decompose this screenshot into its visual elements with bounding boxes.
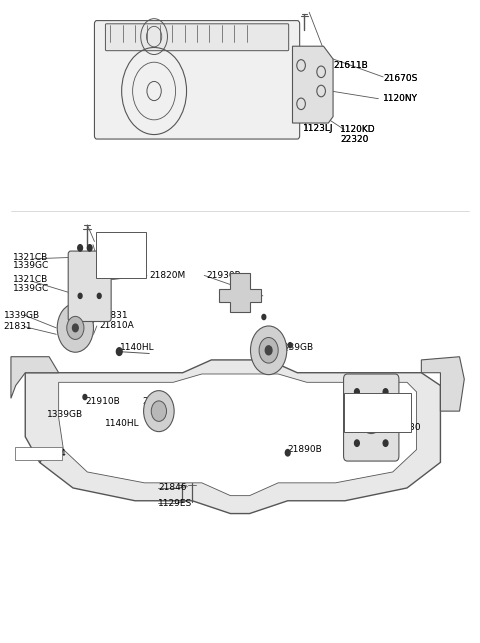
Text: 1339GB: 1339GB — [278, 343, 314, 352]
Circle shape — [251, 326, 287, 375]
Text: 21846: 21846 — [158, 484, 186, 493]
Polygon shape — [25, 360, 441, 514]
Polygon shape — [218, 273, 262, 312]
Polygon shape — [421, 357, 464, 411]
Circle shape — [288, 343, 292, 348]
Text: 1339GB: 1339GB — [4, 311, 40, 320]
Text: 21821E: 21821E — [99, 267, 133, 276]
FancyBboxPatch shape — [106, 24, 288, 51]
Circle shape — [116, 348, 122, 356]
Circle shape — [97, 293, 101, 298]
Text: 21820M: 21820M — [149, 271, 186, 280]
Text: 21611B: 21611B — [333, 61, 368, 70]
Circle shape — [87, 245, 92, 251]
Text: REF.: REF. — [17, 449, 37, 458]
Text: 21831: 21831 — [142, 397, 171, 406]
Circle shape — [262, 314, 266, 320]
Text: 21810A: 21810A — [99, 322, 134, 331]
Text: 21910B: 21910B — [85, 397, 120, 406]
Text: 21930R: 21930R — [206, 271, 241, 280]
Text: 60-624: 60-624 — [35, 449, 67, 458]
FancyBboxPatch shape — [344, 394, 411, 431]
Text: 21831: 21831 — [99, 311, 128, 320]
Text: 1120NY: 1120NY — [383, 95, 418, 104]
Circle shape — [144, 391, 174, 431]
Text: 1339GC: 1339GC — [13, 284, 49, 293]
Text: 21670S: 21670S — [383, 74, 418, 83]
Text: 1129ES: 1129ES — [158, 500, 192, 509]
Text: 1120KD: 1120KD — [340, 125, 376, 134]
Text: 1339GB: 1339GB — [47, 410, 83, 419]
Text: 1123LJ: 1123LJ — [303, 123, 334, 132]
Circle shape — [355, 389, 360, 395]
FancyBboxPatch shape — [15, 447, 62, 460]
FancyBboxPatch shape — [68, 251, 111, 322]
Text: 22320: 22320 — [340, 134, 369, 143]
Circle shape — [151, 401, 167, 421]
Polygon shape — [59, 374, 417, 496]
Circle shape — [383, 389, 388, 395]
FancyBboxPatch shape — [96, 232, 146, 278]
Text: 1125DG: 1125DG — [350, 399, 386, 408]
Polygon shape — [11, 357, 59, 398]
Text: 1120KD: 1120KD — [340, 125, 376, 134]
Text: 1140HL: 1140HL — [106, 419, 140, 428]
Circle shape — [285, 449, 290, 456]
Circle shape — [83, 395, 87, 399]
Text: 1321CB: 1321CB — [13, 253, 48, 262]
FancyBboxPatch shape — [95, 21, 300, 139]
Text: 21670S: 21670S — [383, 74, 418, 83]
Text: 21830: 21830 — [393, 422, 421, 431]
Text: 22320: 22320 — [340, 134, 369, 143]
Text: 1120NY: 1120NY — [383, 95, 418, 104]
Circle shape — [78, 293, 82, 298]
Text: 21611B: 21611B — [333, 61, 368, 70]
Circle shape — [72, 324, 78, 332]
Polygon shape — [292, 46, 333, 123]
Text: 1140HL: 1140HL — [120, 343, 155, 352]
Circle shape — [259, 338, 278, 363]
FancyBboxPatch shape — [344, 374, 399, 461]
Text: 55396: 55396 — [350, 408, 379, 417]
Circle shape — [57, 303, 94, 352]
Text: 1123LJ: 1123LJ — [303, 123, 334, 132]
Text: 1339GC: 1339GC — [13, 261, 49, 270]
Text: 21831: 21831 — [4, 322, 32, 331]
Text: 1321CB: 1321CB — [13, 275, 48, 284]
Text: 21823B: 21823B — [99, 253, 134, 262]
Circle shape — [383, 440, 388, 446]
Circle shape — [78, 245, 83, 251]
Text: 1125GF: 1125GF — [99, 237, 134, 246]
Circle shape — [355, 440, 360, 446]
Circle shape — [265, 346, 272, 355]
Text: 21890B: 21890B — [288, 445, 323, 454]
Circle shape — [67, 316, 84, 340]
